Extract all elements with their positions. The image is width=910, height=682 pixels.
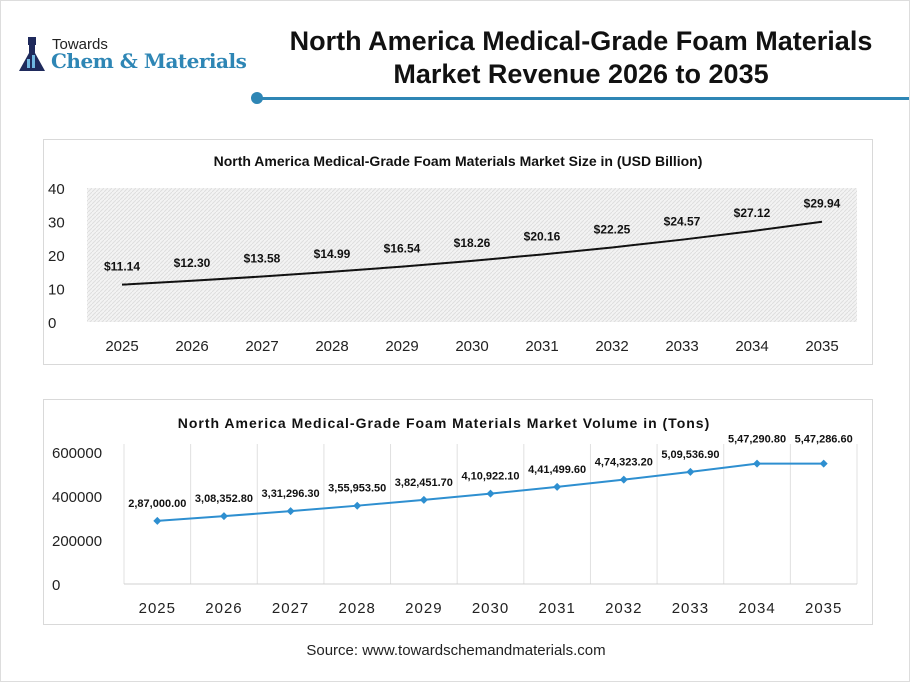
x-tick-label: 2025 — [105, 338, 138, 355]
y-tick-label: 600000 — [52, 445, 102, 462]
x-tick-label: 2032 — [605, 600, 642, 617]
title-divider-dot — [251, 92, 263, 104]
data-label: 4,41,499.60 — [528, 464, 586, 476]
data-label: 5,47,290.80 — [728, 434, 786, 446]
data-label: $29.94 — [804, 197, 841, 211]
data-label: 5,09,536.90 — [661, 449, 719, 461]
flask-icon — [19, 37, 45, 71]
data-point-marker — [686, 467, 695, 476]
x-tick-label: 2035 — [805, 600, 842, 617]
logo: Towards Chem & Materials — [17, 31, 257, 75]
title-line-1: North America Medical-Grade Foam Materia… — [289, 26, 873, 56]
x-tick-label: 2030 — [455, 338, 488, 355]
y-tick-label: 30 — [48, 215, 65, 232]
data-label: 3,55,953.50 — [328, 483, 386, 495]
y-tick-label: 20 — [48, 248, 65, 265]
data-point-marker — [619, 475, 628, 484]
chart-title: North America Medical-Grade Foam Materia… — [214, 153, 703, 169]
x-tick-label: 2028 — [339, 600, 376, 617]
x-tick-label: 2026 — [205, 600, 242, 617]
data-label: 3,31,296.30 — [262, 488, 320, 500]
data-label: 5,47,286.60 — [795, 434, 853, 446]
x-tick-label: 2033 — [672, 600, 709, 617]
data-label: $22.25 — [594, 222, 631, 236]
chart-title: North America Medical-Grade Foam Materia… — [178, 415, 711, 431]
y-tick-label: 200000 — [52, 533, 102, 550]
plot-area — [87, 188, 857, 322]
data-label: $16.54 — [384, 242, 421, 256]
title-divider — [258, 97, 909, 100]
data-label: 3,08,352.80 — [195, 493, 253, 505]
y-tick-label: 0 — [48, 315, 56, 332]
data-label: $18.26 — [454, 236, 491, 250]
data-label: 2,87,000.00 — [128, 498, 186, 510]
x-tick-label: 2031 — [538, 600, 575, 617]
source-note: Source: www.towardschemandmaterials.com — [306, 642, 606, 659]
series-line — [121, 220, 823, 286]
page-title: North America Medical-Grade Foam Materia… — [251, 25, 909, 91]
logo-text-main: Chem & Materials — [51, 49, 247, 73]
data-point-marker — [819, 459, 828, 468]
data-point-marker — [419, 495, 428, 504]
data-point-marker — [753, 459, 762, 468]
market-volume-chart: North America Medical-Grade Foam Materia… — [43, 399, 873, 625]
x-tick-label: 2028 — [315, 338, 348, 355]
x-tick-label: 2026 — [175, 338, 208, 355]
data-point-marker — [353, 501, 362, 510]
x-tick-label: 2025 — [139, 600, 176, 617]
data-point-marker — [286, 507, 295, 516]
logo-text-top: Towards — [52, 36, 108, 53]
title-line-2: Market Revenue 2026 to 2035 — [393, 59, 769, 89]
data-label: $14.99 — [314, 247, 351, 261]
x-tick-label: 2027 — [272, 600, 309, 617]
data-label: 3,82,451.70 — [395, 477, 453, 489]
x-tick-label: 2032 — [595, 338, 628, 355]
x-tick-label: 2029 — [405, 600, 442, 617]
x-tick-label: 2029 — [385, 338, 418, 355]
data-label: 4,10,922.10 — [461, 471, 519, 483]
data-label: $27.12 — [734, 206, 771, 220]
data-label: 4,74,323.20 — [595, 457, 653, 469]
x-tick-label: 2030 — [472, 600, 509, 617]
y-tick-label: 400000 — [52, 489, 102, 506]
y-tick-label: 40 — [48, 181, 65, 198]
data-label: $11.14 — [104, 260, 140, 274]
data-label: $20.16 — [524, 229, 561, 243]
x-tick-label: 2035 — [805, 338, 838, 355]
data-label: $13.58 — [244, 252, 281, 266]
data-point-marker — [553, 482, 562, 491]
x-tick-label: 2031 — [525, 338, 558, 355]
x-tick-label: 2027 — [245, 338, 278, 355]
y-tick-label: 0 — [52, 577, 60, 594]
data-label: $12.30 — [174, 256, 211, 270]
data-label: $24.57 — [664, 215, 701, 229]
market-size-chart: North America Medical-Grade Foam Materia… — [43, 139, 873, 365]
data-point-marker — [219, 512, 228, 521]
x-tick-label: 2033 — [665, 338, 698, 355]
data-point-marker — [153, 516, 162, 525]
x-tick-label: 2034 — [735, 338, 768, 355]
x-tick-label: 2034 — [738, 600, 775, 617]
y-tick-label: 10 — [48, 282, 65, 299]
data-point-marker — [486, 489, 495, 498]
